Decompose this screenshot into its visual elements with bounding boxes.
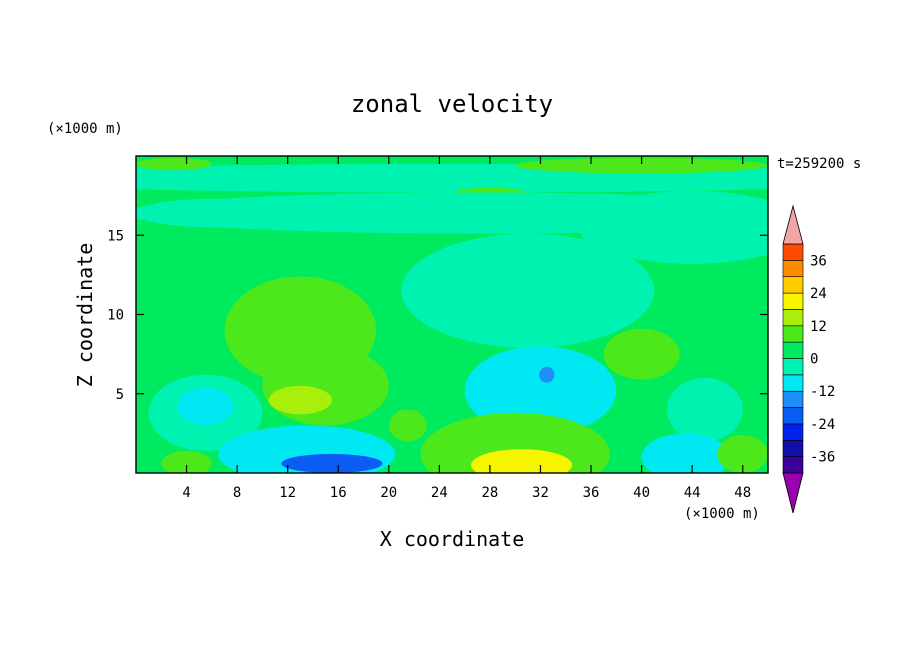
y-tick-label: 15: [107, 228, 124, 244]
x-tick-label: 24: [431, 485, 448, 501]
colorbar-tick-label: 12: [810, 319, 827, 335]
colorbar-upper-extension: [782, 204, 804, 245]
colorbar-tick-label: 24: [810, 286, 827, 302]
x-tick-label: 4: [182, 485, 190, 501]
colorbar-segment: [782, 243, 804, 261]
x-tick-label: 16: [330, 485, 347, 501]
colorbar-segment: [782, 341, 804, 359]
x-axis-title: X coordinate: [380, 527, 525, 551]
field-patch-10: [262, 346, 389, 426]
colorbar-lower-extension: [782, 472, 804, 514]
chart-title: zonal velocity: [351, 90, 553, 118]
field-patch-6: [578, 190, 768, 264]
field-patch-16: [603, 328, 680, 380]
field-patch-14: [464, 346, 617, 435]
colorbar-segment: [782, 276, 804, 294]
x-tick-label: 44: [684, 485, 701, 501]
colorbar-segment: [782, 374, 804, 392]
colorbar-segment: [782, 407, 804, 425]
x-tick-label: 20: [380, 485, 397, 501]
x-tick-label: 32: [532, 485, 549, 501]
colorbar-tick-label: 36: [810, 253, 827, 269]
colorbar-segment: [782, 456, 804, 474]
field-patch-17: [666, 377, 743, 442]
colorbar-segment: [782, 390, 804, 408]
x-tick-label: 12: [279, 485, 296, 501]
velocity-field: [136, 156, 768, 473]
field-patch-8: [401, 233, 655, 348]
field-patch-20: [218, 425, 396, 473]
field-patch-11: [268, 385, 332, 415]
time-label: t=259200 s: [777, 156, 861, 172]
colorbar-tick-label: 0: [810, 352, 818, 368]
field-patch-25: [388, 409, 427, 442]
x-tick-label: 28: [481, 485, 498, 501]
colorbar-segment: [782, 260, 804, 278]
field-patch-2: [515, 157, 768, 174]
colorbar-segment: [782, 325, 804, 343]
x-tick-label: 36: [583, 485, 600, 501]
y-axis-title: Z coordinate: [73, 243, 97, 388]
colorbar-tick-label: -24: [810, 417, 835, 433]
field-patch-3: [136, 157, 212, 171]
colorbar: 36 24 12 0 -12 -24 -36: [782, 204, 835, 514]
x-tick-label: 8: [233, 485, 241, 501]
colorbar-tick-label: -12: [810, 384, 835, 400]
colorbar-tick-label: -36: [810, 450, 835, 466]
colorbar-segment: [782, 358, 804, 376]
field-patch-19: [470, 449, 573, 473]
field-patch-15: [539, 366, 555, 383]
x-tick-label: 40: [633, 485, 650, 501]
colorbar-segment: [782, 292, 804, 310]
x-axis-unit: (×1000 m): [684, 506, 760, 522]
field-patch-13: [177, 387, 234, 426]
field-patch-21: [281, 453, 383, 473]
y-tick-label: 10: [107, 308, 124, 324]
colorbar-segment: [782, 423, 804, 441]
field-patch-23: [717, 434, 768, 473]
plot-area: [135, 155, 769, 474]
field-patch-7: [136, 198, 288, 228]
y-tick-label: 5: [116, 387, 124, 403]
x-axis-ticks: 4 8 12 16 20 24 28 32 36 40 44 48: [182, 156, 751, 501]
x-tick-label: 48: [734, 485, 751, 501]
colorbar-segment: [782, 309, 804, 327]
field-patch-22: [641, 433, 731, 473]
field-patch-24: [161, 450, 212, 473]
y-axis-unit: (×1000 m): [47, 121, 123, 137]
y-axis-ticks: 5 10 15: [107, 228, 768, 403]
colorbar-segment: [782, 439, 804, 457]
